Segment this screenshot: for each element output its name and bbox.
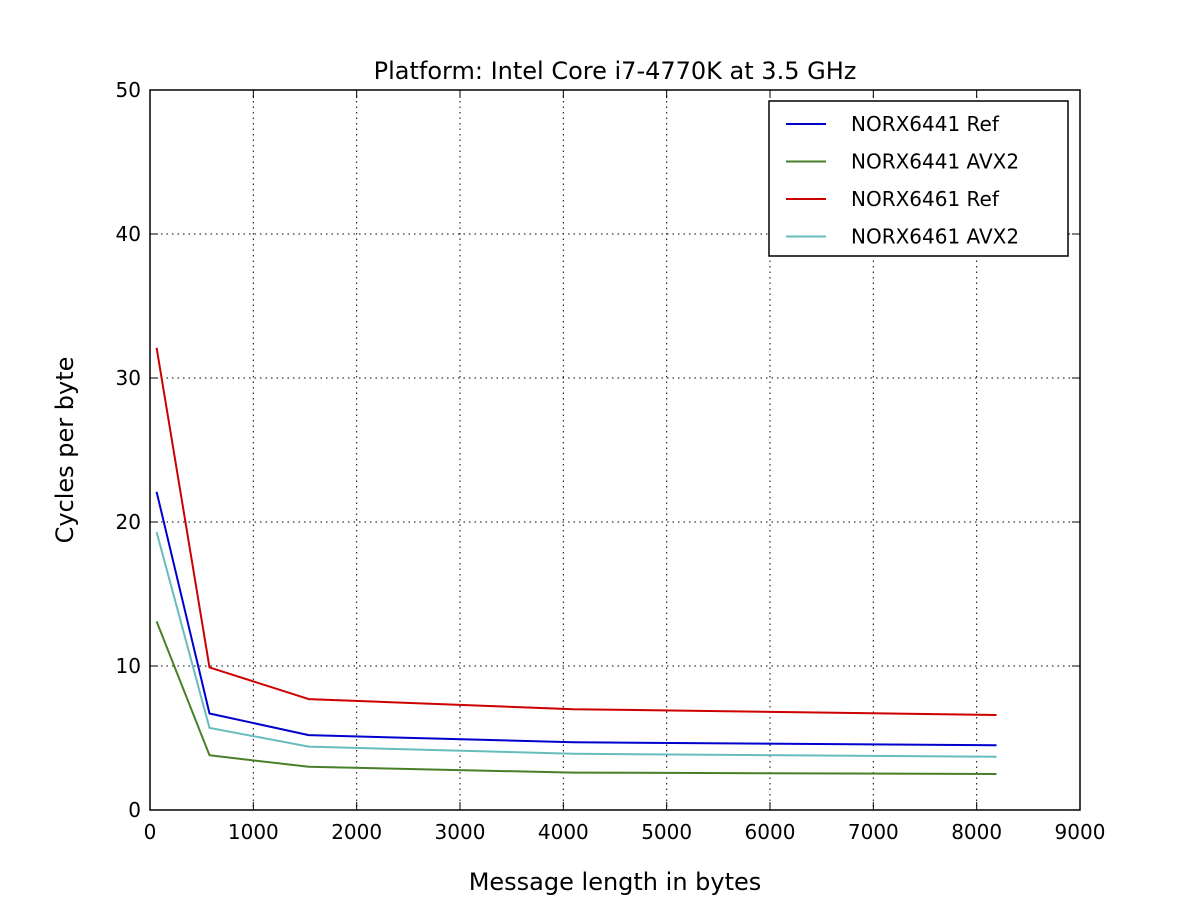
series-lines bbox=[155, 347, 997, 775]
series-line-1 bbox=[155, 491, 997, 747]
axis-ticks: 0 1000 2000 3000 4000 5000 6000 7000 8000 9000 0 10… bbox=[116, 78, 1106, 844]
y-tick-label: 40 bbox=[116, 222, 141, 246]
legend: NORX6441 Ref NORX6441 AVX2 NORX6461 Ref NOR… bbox=[768, 100, 1069, 257]
plot-area-frame bbox=[149, 89, 1081, 811]
y-tick-label: 0 bbox=[128, 798, 141, 822]
series-line-2 bbox=[155, 621, 997, 775]
y-axis-label: Cycles per byte bbox=[51, 357, 79, 544]
grid bbox=[150, 90, 1080, 810]
legend-label: NORX6441 AVX2 bbox=[851, 150, 1019, 174]
legend-label: NORX6461 Ref bbox=[851, 187, 1000, 211]
x-tick-label: 1000 bbox=[228, 820, 279, 844]
x-tick-label: 0 bbox=[144, 820, 157, 844]
y-tick-label: 10 bbox=[116, 654, 141, 678]
x-tick-label: 5000 bbox=[641, 820, 692, 844]
x-tick-label: 2000 bbox=[331, 820, 382, 844]
x-tick-label: 6000 bbox=[745, 820, 796, 844]
x-tick-label: 8000 bbox=[951, 820, 1002, 844]
y-tick-label: 50 bbox=[116, 78, 141, 102]
x-tick-label: 9000 bbox=[1055, 820, 1106, 844]
x-tick-label: 7000 bbox=[848, 820, 899, 844]
x-tick-label: 3000 bbox=[435, 820, 486, 844]
series-line-3 bbox=[155, 347, 997, 716]
legend-label: NORX6461 AVX2 bbox=[851, 225, 1019, 249]
y-tick-label: 30 bbox=[116, 366, 141, 390]
legend-box bbox=[768, 100, 1069, 257]
series-line-4 bbox=[155, 531, 997, 758]
y-tick-label: 20 bbox=[116, 510, 141, 534]
x-tick-label: 4000 bbox=[538, 820, 589, 844]
chart-title: Platform: Intel Core i7-4770K at 3.5 GHz bbox=[374, 57, 857, 85]
x-axis-label: Message length in bytes bbox=[469, 868, 762, 896]
legend-label: NORX6441 Ref bbox=[851, 112, 1000, 136]
